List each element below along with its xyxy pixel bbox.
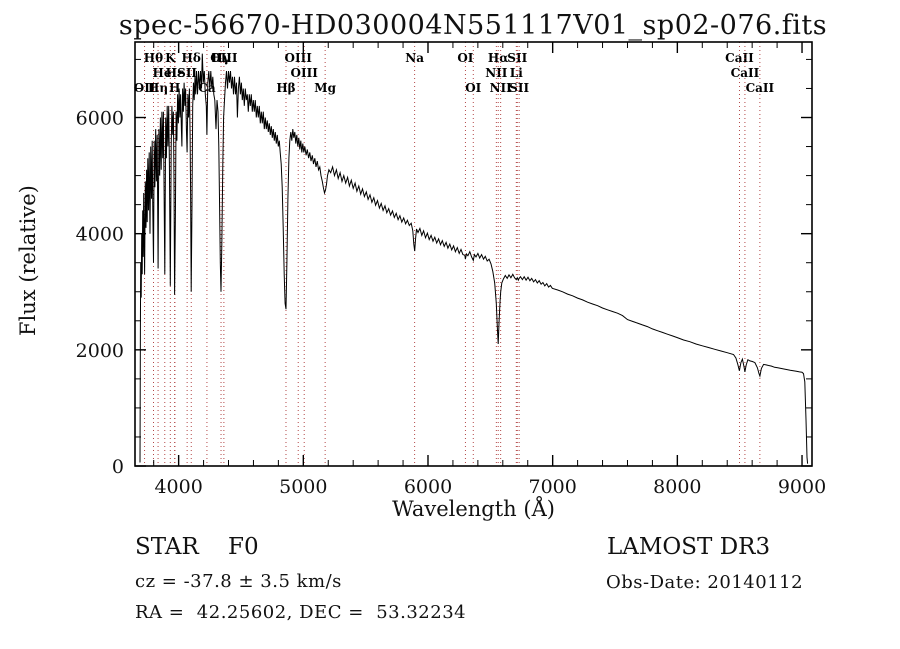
spectral-line-label: SII: [507, 51, 527, 65]
spectral-line-label: SII: [509, 81, 529, 95]
cz-text: cz = -37.8 ± 3.5 km/s: [135, 571, 342, 592]
x-tick-label: 4000: [154, 476, 202, 498]
spectrum-path: [139, 53, 809, 464]
spectral-line-label: NII: [490, 81, 513, 95]
spectral-line-label: H: [169, 81, 180, 95]
spectrum-chart-canvas: OIIHθHηHeIKHHεSIIHδCaHγOIIIHβOIIIOIIIMgN…: [76, 41, 826, 498]
y-tick-label: 4000: [76, 224, 124, 246]
spectral-line-label: CaII: [725, 51, 754, 65]
x-axis-label: Wavelength (Å): [392, 497, 555, 521]
plot-title: spec-56670-HD030004N551117V01_sp02-076.f…: [118, 10, 828, 41]
x-tick-label: 7000: [528, 476, 576, 498]
spectral-line-label: CaII: [731, 66, 760, 80]
spectral-line-label: Hα: [488, 51, 509, 65]
spectral-line-label: OI: [457, 51, 473, 65]
spectral-lines-layer: OIIHθHηHeIKHHεSIIHδCaHγOIIIHβOIIIOIIIMgN…: [134, 42, 775, 466]
ra-dec-text: RA = 42.25602, DEC = 53.32234: [135, 602, 467, 623]
spectral-line-label: OI: [465, 81, 481, 95]
x-tick-label: 8000: [653, 476, 701, 498]
spectral-line-label: Hη: [148, 81, 168, 95]
spectral-line-label: OII: [134, 81, 156, 95]
spectral-line-label: Na: [405, 51, 424, 65]
spectral-line-label: Hγ: [211, 51, 230, 65]
x-tick-label: 9000: [778, 476, 826, 498]
spectral-line-label: Hβ: [276, 81, 295, 95]
obs-date-text: Obs-Date: 20140112: [606, 572, 804, 593]
x-tick-label: 6000: [404, 476, 452, 498]
y-tick-label: 0: [112, 456, 124, 478]
survey-text: LAMOST DR3: [607, 534, 771, 560]
spectral-line-label: NII: [485, 66, 508, 80]
spectral-line-label: OIII: [285, 51, 313, 65]
classification-text: STAR F0: [135, 534, 259, 560]
x-tick-label: 5000: [279, 476, 327, 498]
spectral-line-label: Li: [510, 66, 523, 80]
spectral-line-label: Hε: [166, 66, 185, 80]
y-tick-label: 6000: [76, 108, 124, 130]
spectral-line-label: Mg: [314, 81, 336, 95]
spectral-line-label: SII: [177, 66, 197, 80]
spectral-line-label: Hδ: [182, 51, 201, 65]
spectral-line-label: K: [165, 51, 176, 65]
spectral-line-label: Hθ: [144, 51, 163, 65]
spectral-line-label: OIII: [291, 66, 319, 80]
plot-frame: [134, 41, 813, 467]
spectrum-trace-layer: [139, 53, 809, 464]
y-axis-label: Flux (relative): [16, 185, 40, 336]
spectral-line-label: HeI: [153, 66, 178, 80]
spectral-line-label: CaII: [746, 81, 775, 95]
axes-layer: 4000 5000 6000 7000 8000 9000 0 2000 4000 6000: [76, 41, 826, 498]
spectral-line-label: OIII: [210, 51, 238, 65]
y-tick-label: 2000: [76, 340, 124, 362]
